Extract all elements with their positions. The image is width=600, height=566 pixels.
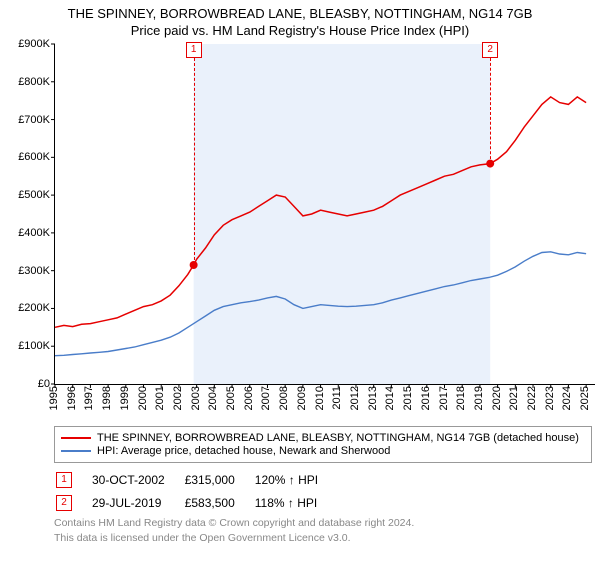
y-tick: £300K [18, 265, 50, 277]
marker-badge-plot: 2 [482, 42, 498, 58]
plot: 12 [54, 44, 595, 385]
x-tick: 1995 [48, 386, 60, 410]
x-tick: 1997 [83, 386, 95, 410]
footnote-1: Contains HM Land Registry data © Crown c… [54, 517, 592, 530]
x-tick: 2006 [243, 386, 255, 410]
x-tick: 2021 [508, 386, 520, 410]
y-tick: £800K [18, 76, 50, 88]
chart-title: THE SPINNEY, BORROWBREAD LANE, BLEASBY, … [0, 6, 600, 21]
y-tick: £700K [18, 114, 50, 126]
marker-pct: 120% ↑ HPI [255, 469, 336, 490]
marker-line [194, 58, 195, 265]
y-tick: £600K [18, 151, 50, 163]
x-tick: 2025 [579, 386, 591, 410]
y-tick: £200K [18, 302, 50, 314]
legend-swatch [61, 437, 91, 439]
y-tick: £900K [18, 38, 50, 50]
x-tick: 2017 [438, 386, 450, 410]
x-tick: 2020 [491, 386, 503, 410]
x-tick: 2015 [402, 386, 414, 410]
table-row: 2 29-JUL-2019£583,500118% ↑ HPI [56, 492, 336, 513]
marker-date: 29-JUL-2019 [92, 492, 183, 513]
marker-price: £583,500 [185, 492, 253, 513]
x-tick: 2018 [455, 386, 467, 410]
legend: THE SPINNEY, BORROWBREAD LANE, BLEASBY, … [54, 426, 592, 463]
y-tick: £400K [18, 227, 50, 239]
x-tick: 1999 [119, 386, 131, 410]
legend-label: THE SPINNEY, BORROWBREAD LANE, BLEASBY, … [97, 432, 579, 444]
marker-line [490, 58, 491, 164]
x-tick: 2003 [190, 386, 202, 410]
footnote-2: This data is licensed under the Open Gov… [54, 532, 592, 545]
x-tick: 2011 [331, 386, 343, 410]
marker-pct: 118% ↑ HPI [255, 492, 336, 513]
x-tick: 2009 [296, 386, 308, 410]
marker-price: £315,000 [185, 469, 253, 490]
marker-badge: 1 [56, 472, 72, 488]
x-axis: 1995199619971998199920002001200220032004… [54, 384, 594, 424]
plot-area: £0£100K£200K£300K£400K£500K£600K£700K£80… [0, 44, 600, 424]
x-tick: 2022 [526, 386, 538, 410]
legend-label: HPI: Average price, detached house, Newa… [97, 445, 390, 457]
y-tick: £100K [18, 340, 50, 352]
plot-svg [55, 44, 595, 384]
x-tick: 2010 [314, 386, 326, 410]
x-tick: 2008 [278, 386, 290, 410]
marker-badge-plot: 1 [186, 42, 202, 58]
x-tick: 1998 [101, 386, 113, 410]
x-tick: 2019 [473, 386, 485, 410]
legend-row: THE SPINNEY, BORROWBREAD LANE, BLEASBY, … [61, 432, 585, 444]
x-tick: 2004 [207, 386, 219, 410]
y-tick: £500K [18, 189, 50, 201]
x-tick: 2000 [137, 386, 149, 410]
table-row: 1 30-OCT-2002£315,000120% ↑ HPI [56, 469, 336, 490]
x-tick: 2014 [384, 386, 396, 410]
x-tick: 1996 [66, 386, 78, 410]
x-tick: 2016 [420, 386, 432, 410]
marker-date: 30-OCT-2002 [92, 469, 183, 490]
marker-table: 1 30-OCT-2002£315,000120% ↑ HPI 2 29-JUL-20… [54, 467, 338, 515]
legend-row: HPI: Average price, detached house, Newa… [61, 445, 585, 457]
x-tick: 2023 [544, 386, 556, 410]
chart-subtitle: Price paid vs. HM Land Registry's House … [0, 23, 600, 38]
x-tick: 2012 [349, 386, 361, 410]
x-tick: 2007 [260, 386, 272, 410]
x-tick: 2005 [225, 386, 237, 410]
y-axis: £0£100K£200K£300K£400K£500K£600K£700K£80… [0, 44, 54, 384]
x-tick: 2024 [561, 386, 573, 410]
x-tick: 2013 [367, 386, 379, 410]
x-tick: 2001 [154, 386, 166, 410]
legend-swatch [61, 450, 91, 452]
marker-badge: 2 [56, 495, 72, 511]
x-tick: 2002 [172, 386, 184, 410]
